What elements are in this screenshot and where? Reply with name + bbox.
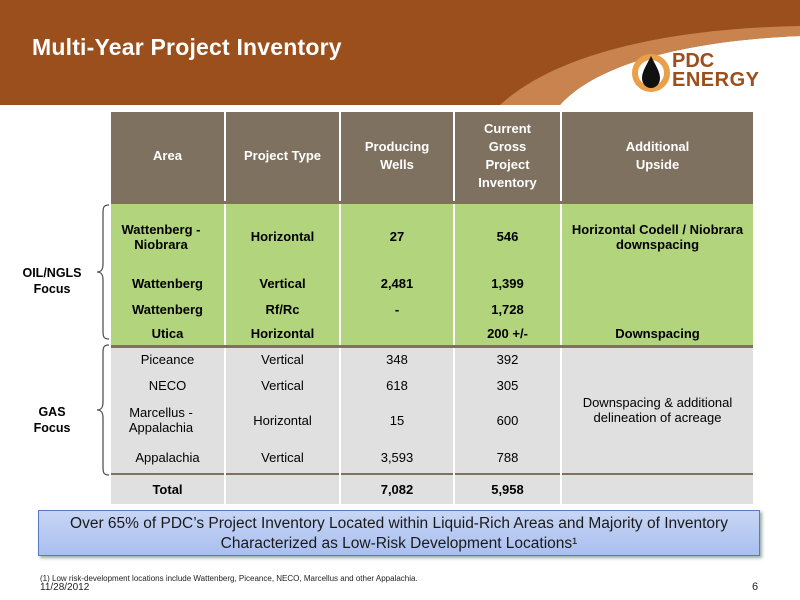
table-row: Wattenberg - Niobrara Horizontal 27 546 … xyxy=(111,200,753,270)
logo-line-1: PDC xyxy=(672,50,715,72)
table-row: Utica Horizontal 200 +/- Downspacing xyxy=(111,322,753,346)
header-project-type: Project Type xyxy=(224,112,340,202)
cell-area: Appalachia xyxy=(111,442,225,474)
cell-upside xyxy=(560,296,753,322)
cell-area: Wattenberg - Niobrara xyxy=(111,200,225,270)
cell-inventory: 546 xyxy=(453,200,561,270)
table-row: Piceance Vertical 348 392 Downspacing & … xyxy=(111,344,753,474)
header-additional-upside: Additional Upside xyxy=(560,112,753,202)
table-row: Wattenberg Vertical 2,481 1,399 xyxy=(111,270,753,296)
cell-area: Wattenberg xyxy=(111,270,225,296)
cell-type: Horizontal xyxy=(224,322,340,346)
cell-total-inventory: 5,958 xyxy=(453,473,561,504)
cell-area: Piceance xyxy=(111,344,225,372)
cell-upside: Horizontal Codell / Niobrara downspacing xyxy=(560,200,753,270)
cell-inventory: 600 xyxy=(453,398,561,442)
cell-area: Marcellus - Appalachia xyxy=(111,398,225,442)
cell-upside xyxy=(560,270,753,296)
cell-total-label: Total xyxy=(111,473,225,504)
cell-wells: 27 xyxy=(339,200,454,270)
cell-inventory: 305 xyxy=(453,372,561,398)
cell-gas-upside: Downspacing & additional delineation of … xyxy=(560,344,753,474)
cell-type: Horizontal xyxy=(224,200,340,270)
cell-type: Vertical xyxy=(224,372,340,398)
callout-box: Over 65% of PDC’s Project Inventory Loca… xyxy=(38,510,760,556)
slide-header: Multi-Year Project Inventory xyxy=(0,0,800,105)
cell-inventory: 1,399 xyxy=(453,270,561,296)
cell-total-upside xyxy=(560,473,753,504)
cell-area: Utica xyxy=(111,322,225,346)
header-producing-wells: Producing Wells xyxy=(339,112,454,202)
logo-line-2: ENERGY xyxy=(672,69,760,91)
cell-wells: 15 xyxy=(339,398,454,442)
cell-wells: - xyxy=(339,296,454,322)
cell-inventory: 392 xyxy=(453,344,561,372)
header-swoosh xyxy=(0,0,800,105)
cell-area: NECO xyxy=(111,372,225,398)
cell-inventory: 200 +/- xyxy=(453,322,561,346)
cell-total-wells: 7,082 xyxy=(339,473,454,504)
table-row: Appalachia Vertical 3,593 788 xyxy=(111,442,753,474)
page-number: 6 xyxy=(752,581,759,593)
footnote: (1) Low risk-development locations inclu… xyxy=(40,574,418,583)
logo-wordmark: PDC ENERGY xyxy=(672,50,760,91)
cell-wells: 348 xyxy=(339,344,454,372)
cell-type: Rf/Rc xyxy=(224,296,340,322)
project-inventory-table: Area Project Type Producing Wells Curren… xyxy=(111,112,753,504)
cell-wells: 2,481 xyxy=(339,270,454,296)
gas-brace-icon xyxy=(96,344,110,476)
cell-inventory: 788 xyxy=(453,442,561,474)
callout-text: Over 65% of PDC’s Project Inventory Loca… xyxy=(70,515,728,552)
cell-type: Vertical xyxy=(224,344,340,372)
cell-wells: 3,593 xyxy=(339,442,454,474)
cell-inventory: 1,728 xyxy=(453,296,561,322)
oil-group-label: OIL/NGLS Focus xyxy=(22,266,82,296)
cell-area: Wattenberg xyxy=(111,296,225,322)
header-current-inventory: Current Gross Project Inventory xyxy=(453,112,561,202)
slide-date: 11/28/2012 xyxy=(40,582,90,593)
total-row: Total 7,082 5,958 xyxy=(111,473,753,504)
table-row: Marcellus - Appalachia Horizontal 15 600 xyxy=(111,398,753,442)
table-header-row: Area Project Type Producing Wells Curren… xyxy=(111,112,753,202)
pdc-logo-icon xyxy=(632,54,670,92)
cell-wells: 618 xyxy=(339,372,454,398)
gas-group-label: GAS Focus xyxy=(33,405,71,435)
slide-title: Multi-Year Project Inventory xyxy=(32,34,342,60)
header-area: Area xyxy=(111,112,225,202)
table-row: NECO Vertical 618 305 xyxy=(111,372,753,398)
cell-wells xyxy=(339,322,454,346)
cell-type: Horizontal xyxy=(224,398,340,442)
oil-brace-icon xyxy=(96,204,110,340)
cell-upside: Downspacing xyxy=(560,322,753,346)
cell-type: Vertical xyxy=(224,442,340,474)
cell-type: Vertical xyxy=(224,270,340,296)
table-row: Wattenberg Rf/Rc - 1,728 xyxy=(111,296,753,322)
cell-total-type xyxy=(224,473,340,504)
